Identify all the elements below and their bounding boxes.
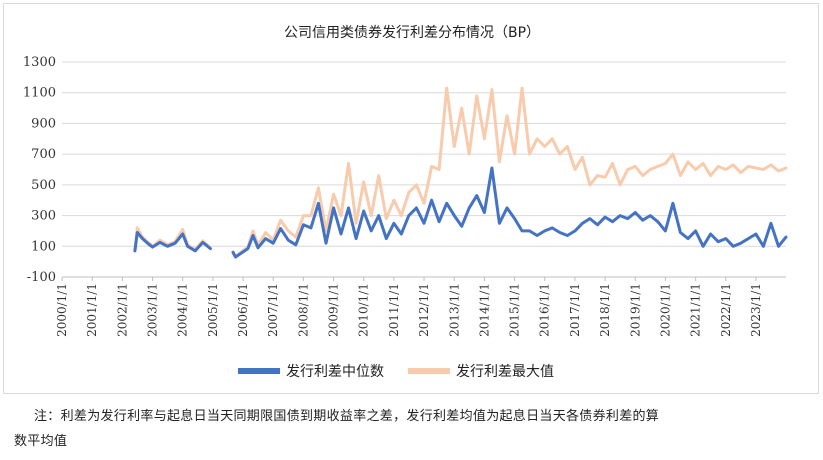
x-tick-label: 2010/1/1 bbox=[357, 283, 371, 337]
footnote: 注：利差为发行利率与起息日当天同期限国债到期收益率之差，发行利差均值为起息日当天… bbox=[14, 404, 814, 454]
x-tick-label: 2001/1/1 bbox=[85, 283, 99, 337]
x-tick-label: 2021/1/1 bbox=[689, 283, 703, 337]
x-tick-label: 2014/1/1 bbox=[477, 283, 491, 337]
y-tick-label: 1300 bbox=[23, 55, 56, 70]
x-tick-label: 2007/1/1 bbox=[266, 283, 280, 337]
gridlines bbox=[62, 61, 786, 278]
x-tick-label: 2005/1/1 bbox=[206, 283, 220, 337]
x-tick-label: 2008/1/1 bbox=[296, 283, 310, 337]
footnote-line-2: 数平均值 bbox=[14, 434, 68, 449]
y-tick-label: 100 bbox=[31, 239, 56, 254]
x-tick-label: 2004/1/1 bbox=[176, 283, 190, 337]
legend-label-median: 发行利差中位数 bbox=[286, 364, 384, 380]
x-tick-label: 2016/1/1 bbox=[538, 283, 552, 337]
x-tick-label: 2020/1/1 bbox=[658, 283, 672, 337]
x-tick-label: 2017/1/1 bbox=[568, 283, 582, 337]
y-tick-label: -100 bbox=[27, 270, 56, 285]
x-axis-ticks: 2000/1/1 2001/1/1 2002/1/1 2003/1/1 2004/1/1… bbox=[55, 277, 763, 337]
y-axis-ticks: -100 100 300 500 700 900 1100 1300 bbox=[23, 55, 56, 285]
x-tick-label: 2019/1/1 bbox=[628, 283, 642, 337]
legend: 发行利差中位数 发行利差最大值 bbox=[238, 364, 554, 380]
series-line-median bbox=[231, 166, 788, 259]
x-tick-label: 2003/1/1 bbox=[146, 283, 160, 337]
x-tick-label: 2011/1/1 bbox=[387, 283, 401, 337]
x-tick-label: 2018/1/1 bbox=[598, 283, 612, 337]
x-tick-label: 2012/1/1 bbox=[417, 283, 431, 337]
y-tick-label: 700 bbox=[31, 147, 56, 162]
x-tick-label: 2022/1/1 bbox=[719, 283, 733, 337]
chart-frame: 公司信用类债券发行利差分布情况（BP） -100 100 300 500 700 900 1… bbox=[3, 3, 819, 394]
x-tick-label: 2009/1/1 bbox=[327, 283, 341, 337]
x-tick-label: 2000/1/1 bbox=[55, 283, 69, 337]
chart-title: 公司信用类债券发行利差分布情况（BP） bbox=[284, 25, 540, 41]
footnote-line-1: 注：利差为发行利率与起息日当天同期限国债到期收益率之差，发行利差均值为起息日当天… bbox=[34, 409, 660, 424]
x-tick-label: 2006/1/1 bbox=[236, 283, 250, 337]
y-tick-label: 900 bbox=[31, 116, 56, 131]
legend-label-max: 发行利差最大值 bbox=[456, 364, 554, 380]
series-line-median bbox=[133, 231, 212, 253]
spread-chart: 公司信用类债券发行利差分布情况（BP） -100 100 300 500 700 900 1… bbox=[23, 25, 788, 380]
x-tick-label: 2023/1/1 bbox=[749, 283, 763, 337]
y-tick-label: 1100 bbox=[23, 86, 56, 101]
x-tick-label: 2015/1/1 bbox=[508, 283, 522, 337]
x-tick-label: 2013/1/1 bbox=[447, 283, 461, 337]
series-line-max bbox=[231, 86, 788, 258]
y-tick-label: 300 bbox=[31, 209, 56, 224]
x-tick-label: 2002/1/1 bbox=[115, 283, 129, 337]
series-lines bbox=[133, 86, 788, 259]
y-tick-label: 500 bbox=[31, 178, 56, 193]
